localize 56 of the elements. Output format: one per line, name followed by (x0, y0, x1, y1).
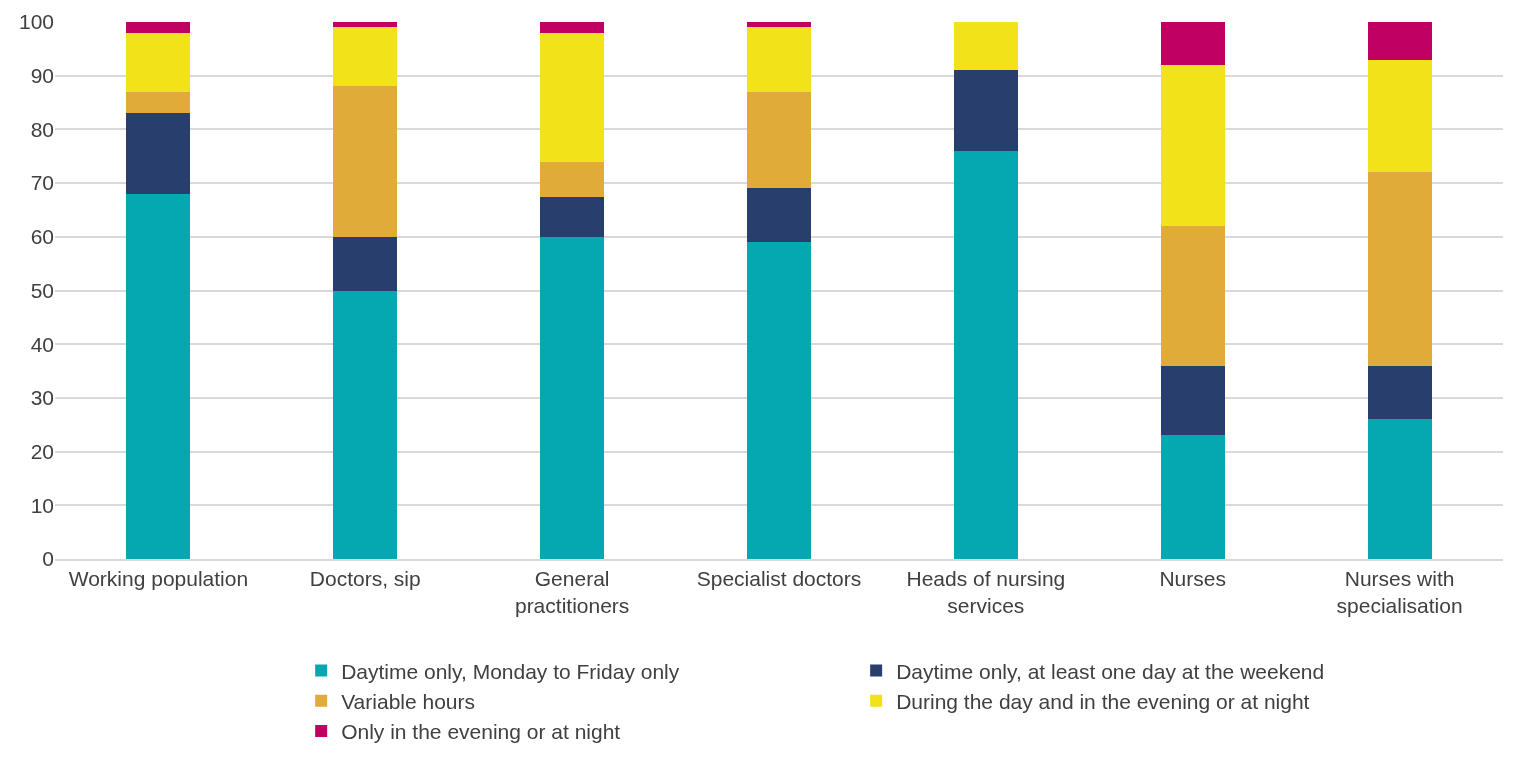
bar (746, 242, 812, 559)
bar (746, 27, 812, 92)
bar (333, 22, 398, 28)
bar (540, 236, 605, 559)
y-tick-label: 10 (30, 493, 54, 517)
bar (126, 91, 191, 114)
bar (953, 22, 1018, 71)
bar (333, 86, 398, 237)
bar (746, 91, 812, 189)
bar (1160, 365, 1225, 436)
bar (1367, 365, 1432, 420)
y-tick-label: 20 (30, 439, 54, 463)
y-tick-label: 40 (30, 332, 54, 356)
bar (953, 70, 1018, 151)
x-tick-label: Nurses (1159, 566, 1226, 590)
y-tick-label: 30 (30, 386, 54, 410)
bar (1367, 419, 1432, 559)
x-tick-label: Working population (68, 566, 249, 590)
bar (333, 290, 398, 559)
y-tick-label: 90 (30, 64, 54, 88)
y-tick-label: 100 (18, 10, 54, 34)
bar (1160, 64, 1225, 227)
bar (540, 196, 605, 237)
bar (1160, 226, 1225, 366)
x-tick-label: Heads of nursing services (906, 566, 1066, 618)
bar (540, 22, 605, 33)
bar (126, 193, 191, 559)
bar (333, 27, 398, 87)
bar (1160, 22, 1225, 65)
y-tick-label: 0 (42, 547, 54, 571)
bar (1367, 172, 1432, 366)
legend-label: During the day and in the evening or at night (896, 689, 1310, 713)
bar (540, 32, 605, 162)
x-tick-label: General practitioners (514, 566, 630, 618)
x-tick-label: Nurses with specialisation (1336, 566, 1463, 618)
bar (333, 236, 398, 291)
bar (540, 161, 605, 197)
x-tick-label: Specialist doctors (696, 566, 862, 590)
y-tick-label: 80 (30, 117, 54, 141)
legend-label: Variable hours (341, 689, 476, 713)
bar (1160, 435, 1225, 559)
bar (1367, 59, 1432, 173)
bar (953, 150, 1018, 559)
y-tick-label: 50 (30, 278, 54, 302)
x-tick-label: Doctors, sip (309, 566, 421, 590)
y-tick-label: 60 (30, 225, 54, 249)
bar (1367, 22, 1432, 60)
legend-label: Daytime only, Monday to Friday only (341, 659, 680, 683)
legend-label: Daytime only, at least one day at the weekend (896, 659, 1325, 683)
y-tick-label: 70 (30, 171, 54, 195)
bar (126, 113, 191, 194)
bar (746, 22, 812, 28)
bar (126, 32, 191, 92)
legend-label: Only in the evening or at night (341, 720, 621, 744)
bar (746, 188, 812, 243)
bar (126, 22, 191, 33)
